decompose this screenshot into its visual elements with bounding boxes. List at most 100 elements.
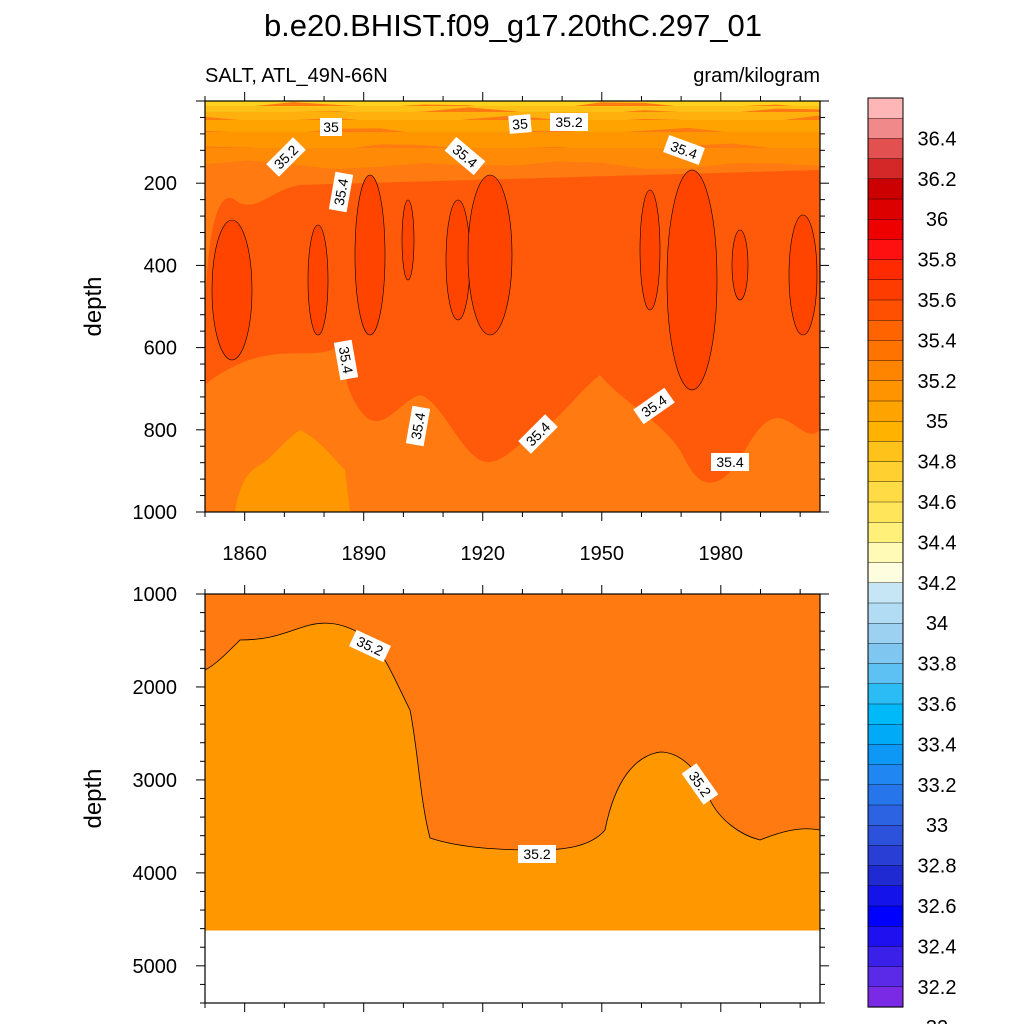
colorbar-label: 32.8 bbox=[918, 856, 957, 878]
band-deep-left bbox=[235, 430, 350, 512]
colorbar-swatch bbox=[867, 744, 904, 766]
y-tick-label: 2000 bbox=[133, 677, 178, 699]
contour-label-text: 35.4 bbox=[716, 454, 743, 470]
contour-label: 35.2 bbox=[518, 845, 556, 863]
surface-band-2 bbox=[205, 112, 820, 125]
peak-cell-2 bbox=[354, 174, 386, 336]
colorbar-swatch bbox=[867, 643, 904, 665]
contour-label-text: 35 bbox=[512, 115, 529, 132]
y-tick-label: 200 bbox=[144, 173, 177, 195]
contour-label-bg bbox=[711, 453, 749, 471]
colorbar-swatch bbox=[867, 885, 904, 907]
colorbar-label: 33.8 bbox=[918, 654, 957, 676]
contour-label-bg bbox=[266, 137, 306, 177]
colorbar-label: 32.2 bbox=[918, 977, 957, 999]
colorbar-frame bbox=[867, 97, 904, 1008]
colorbar-label: 32.4 bbox=[918, 936, 957, 958]
colorbar-label: 33.6 bbox=[918, 694, 957, 716]
colorbar-label: 36.4 bbox=[918, 128, 957, 150]
y-tick-label: 1000 bbox=[133, 502, 178, 524]
y-tick-label: 4000 bbox=[133, 863, 178, 885]
contour-label-bg bbox=[444, 136, 486, 176]
contour-label-bg bbox=[633, 387, 675, 425]
contour-label: 35.4 bbox=[405, 405, 431, 447]
colorbar-label: 33.2 bbox=[918, 775, 957, 797]
colorbar-swatch bbox=[867, 320, 904, 342]
colorbar-label: 34 bbox=[926, 613, 948, 635]
y-tick-label: 1000 bbox=[133, 584, 178, 606]
x-tick-label: 1950 bbox=[580, 543, 625, 565]
colorbar-label: 36.2 bbox=[918, 169, 957, 191]
colorbar-label: 34.2 bbox=[918, 573, 957, 595]
peak-cell-7 bbox=[666, 169, 718, 391]
colorbar-swatch bbox=[867, 279, 904, 301]
contour-label-text: 35.4 bbox=[331, 177, 352, 207]
band-35-2 bbox=[205, 594, 820, 851]
contour-label-bg bbox=[518, 414, 558, 454]
chart-title: b.e20.BHIST.f09_g17.20thC.297_01 bbox=[264, 8, 762, 43]
colorbar-swatch bbox=[867, 905, 904, 927]
contour-label-text: 35.2 bbox=[523, 846, 550, 862]
peak-cell-5 bbox=[467, 174, 513, 336]
colorbar-swatch bbox=[867, 138, 904, 160]
contour-label: 35 bbox=[508, 114, 532, 134]
colorbar-swatch bbox=[867, 784, 904, 806]
contour-label: 35.4 bbox=[328, 171, 354, 213]
colorbar-swatch bbox=[867, 764, 904, 786]
colorbar-label: 35.6 bbox=[918, 290, 957, 312]
colorbar-label: 36 bbox=[926, 209, 948, 231]
surface-band-0 bbox=[205, 101, 820, 111]
y-tick-label: 3000 bbox=[133, 770, 178, 792]
panels: 200 400 600 800 1000 depth 1860 1890 1920 1950 198… bbox=[80, 92, 829, 1012]
colorbar-swatch bbox=[867, 804, 904, 826]
y-axis-label: depth bbox=[80, 768, 107, 828]
colorbar-swatch bbox=[867, 542, 904, 564]
colorbar-swatch bbox=[867, 562, 904, 584]
colorbar-swatch bbox=[867, 966, 904, 988]
colorbar-swatch bbox=[867, 259, 904, 281]
peak-cell-6 bbox=[639, 189, 661, 311]
colorbar-label: 33.4 bbox=[918, 734, 957, 756]
contour-field bbox=[205, 594, 820, 1003]
colorbar-swatch bbox=[867, 400, 904, 422]
peak-cell-0 bbox=[211, 219, 253, 361]
colorbar-label: 35.2 bbox=[918, 371, 957, 393]
contour-label-bg bbox=[320, 118, 342, 136]
colorbar-swatch bbox=[867, 461, 904, 483]
colorbar-label: 35 bbox=[926, 411, 948, 433]
colorbar-swatch bbox=[867, 602, 904, 624]
contour-label-bg bbox=[328, 171, 354, 213]
peak-cell-9 bbox=[788, 214, 818, 336]
peak-cell-4 bbox=[445, 199, 471, 321]
colorbar-swatch bbox=[867, 865, 904, 887]
contour-label-text: 35.2 bbox=[555, 114, 582, 130]
contour-label-bg bbox=[405, 405, 431, 447]
colorbar-swatch bbox=[867, 299, 904, 321]
peak-cell-3 bbox=[401, 199, 415, 281]
y-tick-label: 800 bbox=[144, 420, 177, 442]
contour-label-text: 35.4 bbox=[408, 411, 429, 441]
colorbar-swatch bbox=[867, 340, 904, 362]
colorbar-swatch bbox=[867, 946, 904, 968]
peak-cell-8 bbox=[731, 229, 749, 301]
colorbar-label: 32 bbox=[926, 1017, 948, 1024]
colorbar-swatch bbox=[867, 441, 904, 463]
colorbar-swatch bbox=[867, 380, 904, 402]
contour-label: 35.4 bbox=[711, 453, 749, 471]
colorbar-swatch bbox=[867, 178, 904, 200]
colorbar-swatch bbox=[867, 158, 904, 180]
colorbar-swatch bbox=[867, 724, 904, 746]
colorbar-swatch bbox=[867, 239, 904, 261]
colorbar-swatch bbox=[867, 117, 904, 139]
contour-label-bg bbox=[663, 135, 705, 165]
contour-label-bg bbox=[348, 629, 392, 663]
colorbar-label: 35.4 bbox=[918, 330, 957, 352]
colorbar-label: 35.8 bbox=[918, 250, 957, 272]
colorbar-swatch bbox=[867, 703, 904, 725]
x-tick-label: 1860 bbox=[222, 543, 267, 565]
panel-frame bbox=[204, 100, 821, 513]
colorbar-label: 34.6 bbox=[918, 492, 957, 514]
contour-label: 35.2 bbox=[550, 113, 588, 131]
